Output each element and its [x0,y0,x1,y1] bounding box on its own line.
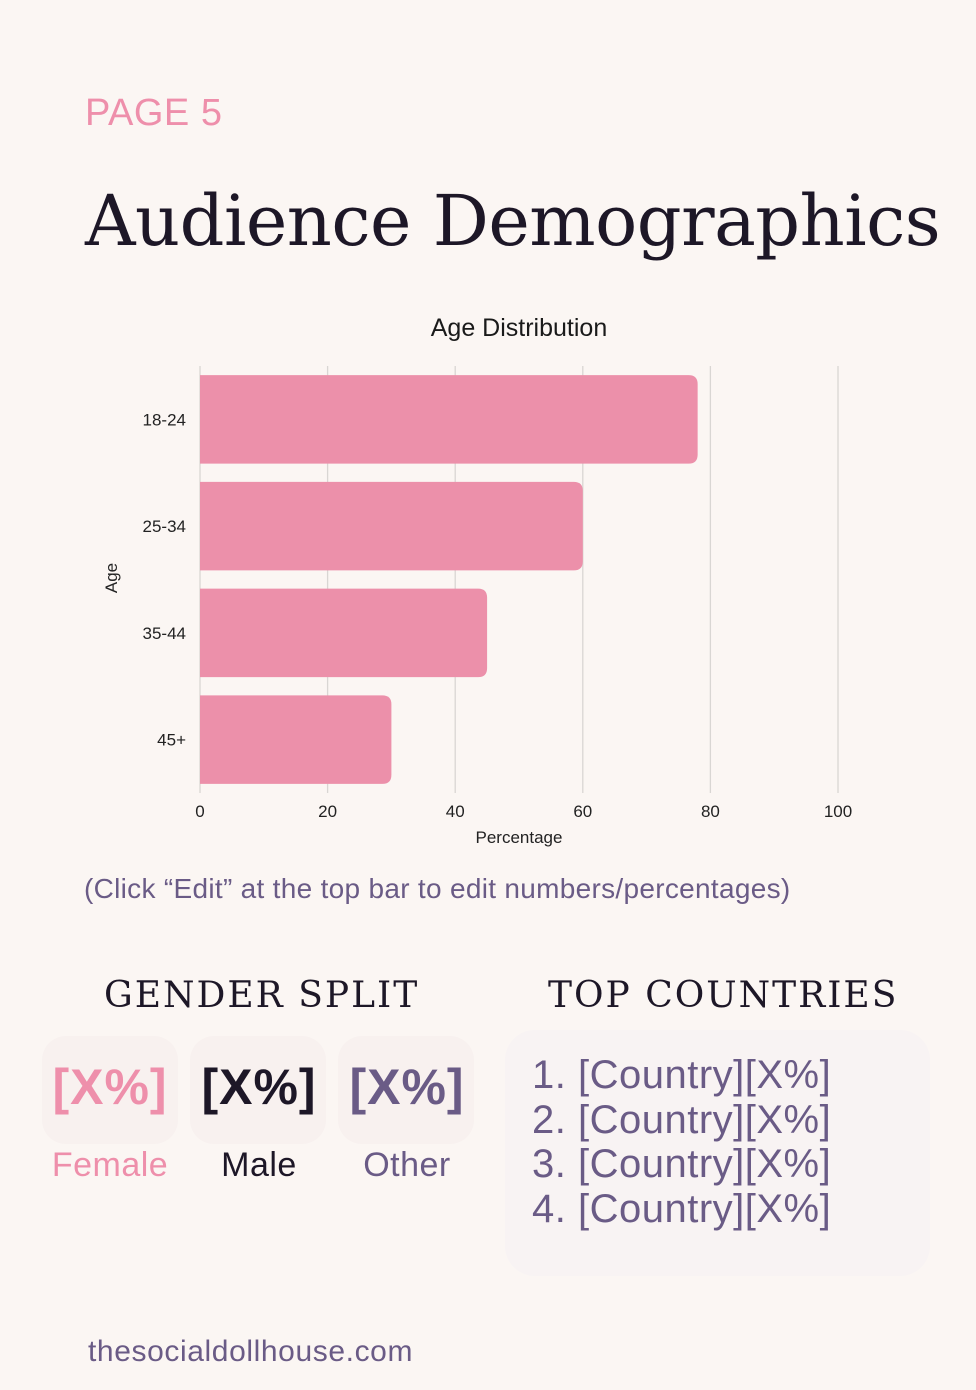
chart-title: Age Distribution [430,314,608,342]
y-tick-label: 18-24 [143,410,186,429]
other-value: [X%] [349,1059,465,1115]
x-tick-label: 40 [446,802,465,821]
age-distribution-chart: 0 20 40 60 80 100 18-24 25-34 35-44 45+ [143,366,852,821]
x-axis-title: Percentage [475,828,563,847]
bar-45+ [200,695,392,784]
y-tick-label: 45+ [157,731,186,750]
y-tick-label: 35-44 [143,624,186,643]
female-label: Female [51,1146,169,1184]
y-axis-title: Age [102,562,121,594]
footer-url: thesocialdollhouse.com [88,1335,414,1368]
female-card [42,1036,178,1144]
gender-split-heading: GENDER SPLIT [104,975,420,1016]
edit-note: (Click “Edit” at the top bar to edit num… [84,873,791,904]
bar-35-44 [200,588,488,678]
x-tick-label: 60 [573,802,592,821]
female-value: [X%] [52,1059,168,1115]
countries-list: 1. [Country][X%] 2. [Country][X%] 3. [Co… [532,1053,831,1231]
countries-card [505,1030,930,1276]
other-label: Other [363,1146,451,1184]
country-item: 1. [Country][X%] [532,1053,832,1097]
x-tick-label: 80 [701,802,720,821]
country-item: 4. [Country][X%] [532,1186,832,1231]
x-tick-label: 0 [195,802,204,821]
top-countries-heading: TOP COUNTRIES [548,975,899,1016]
country-item: 3. [Country][X%] [532,1142,832,1186]
bar-25-34 [200,481,583,571]
male-label: Male [221,1146,297,1184]
country-item: 2. [Country][X%] [532,1097,832,1142]
page-title: Audience Demographics [85,180,941,262]
other-card [338,1036,474,1144]
male-card [190,1036,326,1144]
y-tick-label: 25-34 [143,517,186,536]
page-label: PAGE 5 [85,92,223,134]
bar-18-24 [200,375,698,464]
x-tick-label: 100 [824,802,852,821]
male-value: [X%] [201,1059,317,1115]
x-tick-label: 20 [318,802,337,821]
